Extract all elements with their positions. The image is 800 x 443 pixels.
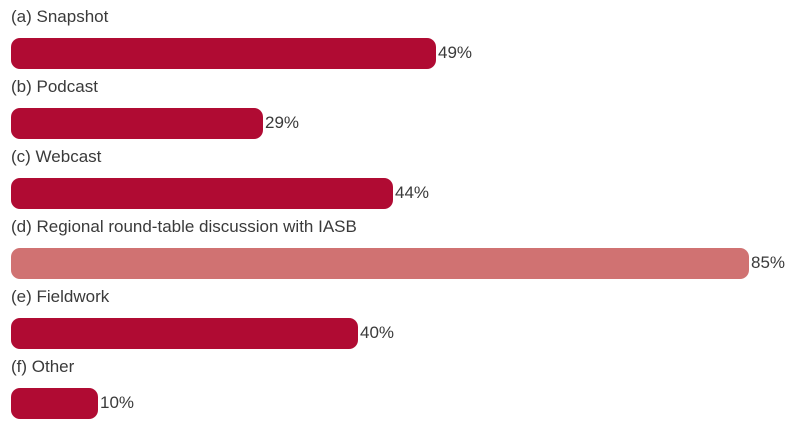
data-label: 44% — [395, 183, 430, 202]
bar — [11, 38, 436, 69]
bar — [11, 388, 98, 419]
data-label: 49% — [438, 43, 473, 62]
data-label: 29% — [265, 113, 300, 132]
category-label: (f) Other — [11, 357, 75, 376]
data-label: 40% — [360, 323, 395, 342]
category-label: (e) Fieldwork — [11, 287, 110, 306]
bar — [11, 108, 263, 139]
category-label: (a) Snapshot — [11, 7, 109, 26]
data-label: 85% — [751, 253, 786, 272]
data-label: 10% — [100, 393, 135, 412]
category-label: (c) Webcast — [11, 147, 102, 166]
bar — [11, 318, 358, 349]
category-label: (d) Regional round-table discussion with… — [11, 217, 357, 236]
bar — [11, 178, 393, 209]
bar — [11, 248, 749, 279]
category-label: (b) Podcast — [11, 77, 98, 96]
